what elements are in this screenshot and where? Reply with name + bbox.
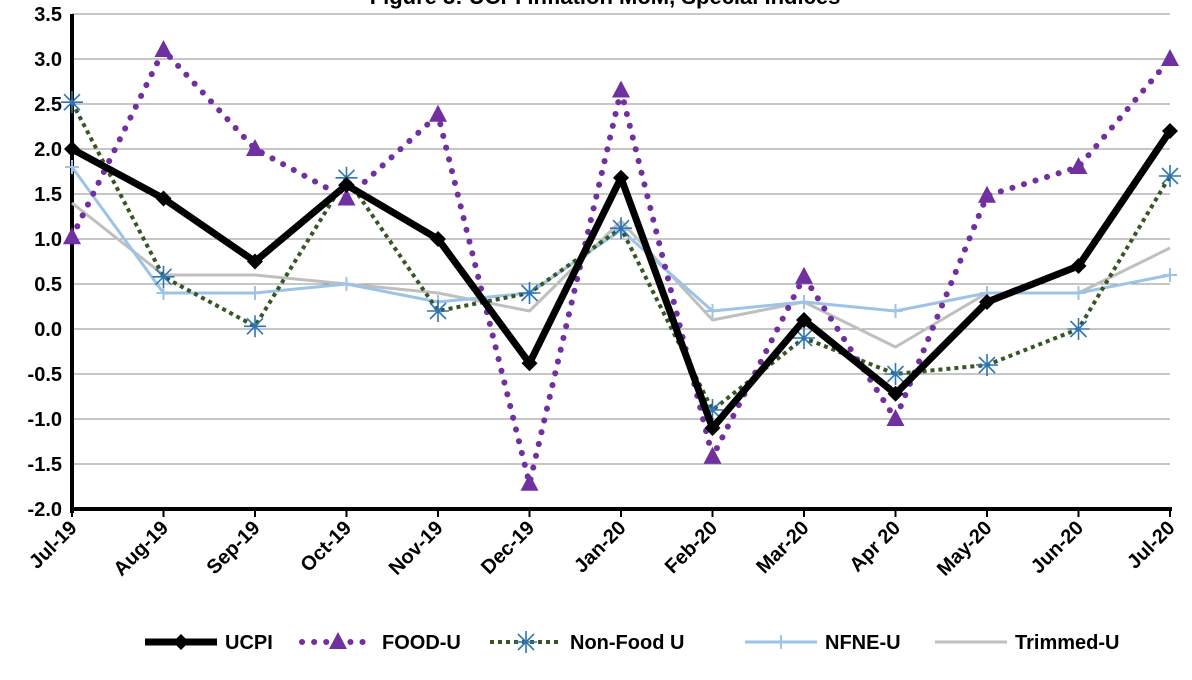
x-tick-label: Mar-20	[752, 517, 813, 578]
series-line	[70, 101, 1172, 414]
data-point	[1071, 286, 1086, 300]
x-tick-label: Sep-19	[203, 517, 265, 579]
legend-marker	[774, 635, 788, 649]
y-tick-label: 0.5	[34, 274, 62, 296]
y-tick-label: -1.0	[28, 409, 62, 431]
legend-label: UCPI	[225, 632, 273, 654]
data-point	[337, 188, 356, 206]
data-point	[64, 141, 80, 157]
series-food-u	[63, 40, 1179, 491]
data-point	[520, 473, 539, 491]
chart-title: Figure 3: UCPI inflation MoM, Special In…	[370, 0, 841, 9]
data-point	[1159, 165, 1181, 187]
y-tick-label: 1.5	[34, 184, 62, 206]
legend-marker	[173, 634, 189, 650]
legend-label: NFNE-U	[825, 632, 901, 654]
data-point	[430, 231, 446, 247]
y-tick-label: 2.5	[34, 94, 62, 116]
legend-label: Trimmed-U	[1015, 632, 1119, 654]
y-tick-label: 2.0	[34, 139, 62, 161]
y-tick-label: 0.0	[34, 319, 62, 341]
data-point	[429, 104, 447, 122]
data-point	[705, 304, 720, 318]
data-point	[521, 355, 538, 372]
data-point	[703, 446, 722, 464]
data-point	[1163, 268, 1177, 282]
x-tick-label: Jun-20	[1027, 517, 1088, 578]
data-point	[976, 354, 998, 376]
legend-label: FOOD-U	[382, 632, 461, 654]
data-point	[610, 217, 632, 240]
y-tick-label: -0.5	[28, 364, 62, 386]
data-point	[63, 227, 81, 245]
data-point	[793, 327, 815, 349]
legend-item: UCPI	[145, 632, 273, 654]
data-point	[65, 160, 79, 174]
y-tick-label: -1.5	[28, 454, 62, 476]
data-point	[795, 266, 813, 284]
x-tick-label: Apr 20	[845, 517, 905, 577]
data-point	[884, 363, 907, 385]
x-tick-label: Jul-20	[1123, 517, 1179, 573]
series-lines	[61, 40, 1181, 491]
data-point	[796, 312, 812, 328]
x-tick-label: Jan-20	[570, 517, 630, 577]
data-point	[797, 295, 811, 309]
legend-label: Non-Food U	[570, 632, 684, 654]
data-point	[155, 190, 172, 207]
data-point	[1070, 258, 1087, 274]
x-tick-label: May-20	[933, 517, 997, 581]
data-point	[1069, 157, 1088, 174]
y-tick-label: -2.0	[28, 499, 62, 521]
data-point	[518, 282, 541, 304]
data-point	[339, 277, 354, 291]
data-point	[248, 286, 262, 300]
x-tick-label: Aug-19	[110, 517, 173, 580]
legend-item: Non-Food U	[490, 631, 684, 654]
legend-item: Trimmed-U	[935, 632, 1119, 654]
x-tick-label: Dec-19	[477, 517, 539, 579]
data-point	[887, 385, 904, 402]
legend-item: NFNE-U	[745, 632, 901, 654]
x-tick-label: Nov-19	[385, 517, 448, 580]
legend-marker	[329, 632, 347, 649]
data-point	[61, 91, 83, 114]
data-point	[979, 294, 995, 310]
data-point	[152, 265, 175, 288]
series-non-food-u	[61, 91, 1181, 421]
data-point	[247, 253, 263, 270]
data-point	[613, 169, 629, 186]
data-point	[612, 80, 630, 98]
data-point	[1162, 123, 1178, 139]
data-point	[246, 139, 264, 156]
data-point	[886, 409, 905, 426]
legend: UCPI FOOD-U Non-Food U NFNE-U Trimmed-U	[145, 631, 1119, 654]
data-point	[888, 304, 903, 318]
series-ucpi	[64, 123, 1178, 436]
legend-item: FOOD-U	[299, 632, 461, 654]
data-point	[427, 300, 449, 322]
data-point	[1161, 49, 1179, 66]
data-point	[244, 315, 266, 338]
data-point	[154, 40, 173, 57]
x-tick-label: Feb-20	[661, 517, 722, 578]
data-point	[338, 177, 355, 193]
legend-marker	[515, 631, 537, 653]
data-point	[1067, 318, 1090, 340]
data-point	[978, 185, 996, 203]
data-point	[704, 420, 721, 436]
y-tick-label: 3.5	[34, 4, 62, 26]
x-tick-label: Oct-19	[296, 517, 356, 577]
y-tick-label: 1.0	[34, 229, 62, 251]
data-point	[156, 286, 171, 300]
x-tick-label: Jul-19	[25, 517, 81, 573]
y-tick-label: 3.0	[34, 49, 62, 71]
